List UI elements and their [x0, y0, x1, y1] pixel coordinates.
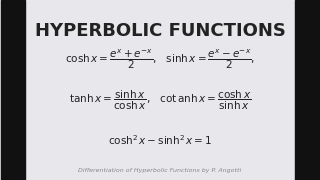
Text: $\cosh^{2}x - \sinh^{2}x = 1$: $\cosh^{2}x - \sinh^{2}x = 1$ — [108, 134, 212, 147]
Text: Differentiation of Hyperbolic Functions by P. Angotti: Differentiation of Hyperbolic Functions … — [78, 168, 242, 173]
Text: $\cosh x = \dfrac{e^{x}+e^{-x}}{2}$,   $\sinh x = \dfrac{e^{x}-e^{-x}}{2}$,: $\cosh x = \dfrac{e^{x}+e^{-x}}{2}$, $\s… — [65, 48, 255, 71]
Text: $\tanh x = \dfrac{\sinh x}{\cosh x}$,   $\cot\mathrm{anh}\, x = \dfrac{\cosh x}{: $\tanh x = \dfrac{\sinh x}{\cosh x}$, $\… — [69, 89, 251, 112]
Text: HYPERBOLIC FUNCTIONS: HYPERBOLIC FUNCTIONS — [35, 22, 285, 40]
